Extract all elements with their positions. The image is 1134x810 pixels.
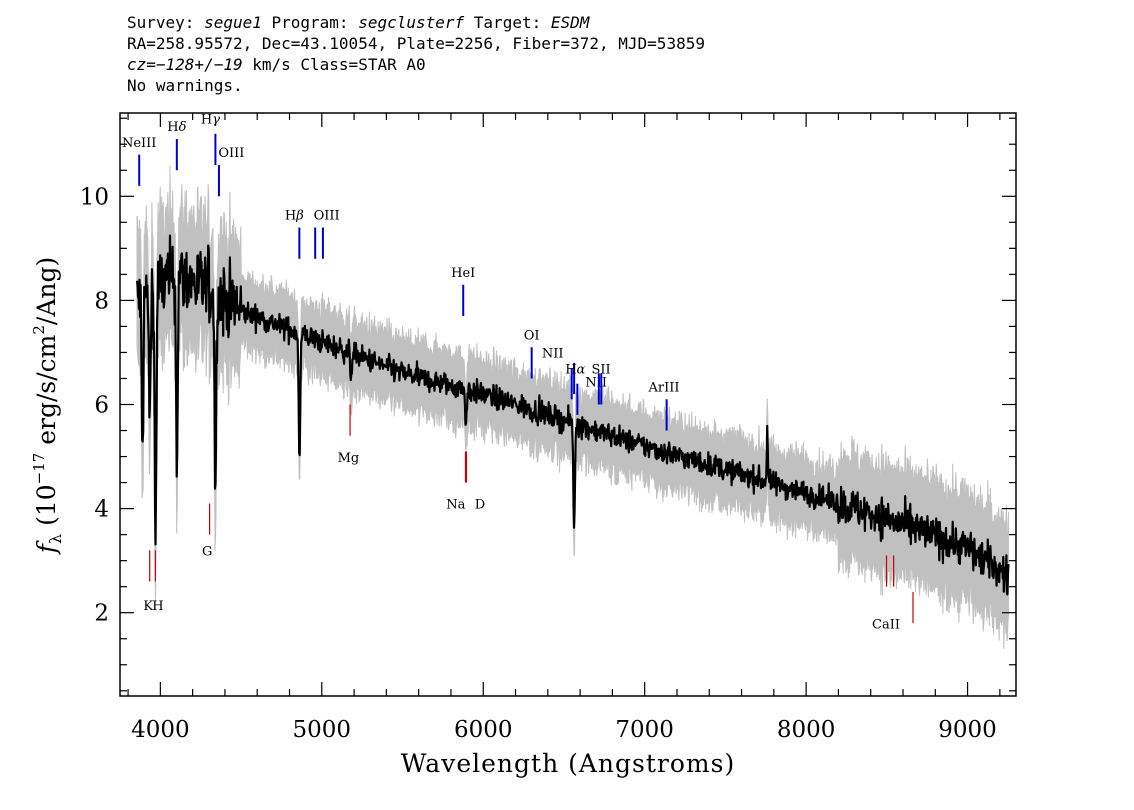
x-tick-label: 7000 [615,717,674,743]
x-tick-label: 8000 [777,717,836,743]
x-tick-label: 6000 [454,717,513,743]
survey-label: Survey: [127,13,205,32]
x-tick-label: 9000 [938,717,997,743]
absorption-line-label: H [152,599,163,614]
header-line-redshift: cz=−128+/−19 km/s Class=STAR A0 [127,54,705,75]
emission-line-label: SII [592,362,611,377]
emission-line-label: Hδ [167,120,186,135]
y-tick-label: 10 [80,184,109,210]
absorption-line-label: K [143,599,153,614]
emission-line-label: HeI [451,266,475,281]
x-axis-label: Wavelength (Angstroms) [401,749,735,778]
survey-value: segue1 [204,13,262,32]
emission-line-label: Hα [565,362,585,377]
absorption-line-label: CaII [872,617,900,632]
absorption-line-label: D [475,498,485,513]
emission-line-label: OI [524,328,540,343]
emission-line-label: Hγ [201,112,220,127]
y-tick-label: 6 [94,393,109,419]
y-tick-label: 4 [94,497,109,523]
emission-line-label: OIII [218,146,244,161]
absorption-line-label: G [202,544,212,559]
y-tick-label: 8 [94,288,109,314]
emission-line-label: OIII [314,209,340,224]
emission-line-label: ArIII [648,380,680,395]
program-value: segclusterf [358,13,465,32]
class-value: km/s Class=STAR A0 [242,55,426,74]
x-axis-ticks: 4000 5000 6000 7000 8000 9000 [127,113,1001,743]
program-label: Program: [261,13,359,32]
x-tick-label: 4000 [131,717,190,743]
y-tick-label: 2 [94,601,109,627]
error-band-series [136,165,1009,650]
header-line-warnings: No warnings. [127,76,243,95]
error-band [136,165,1009,650]
y-axis-label: fλ (10−17 erg/s/cm2/Ang) [30,257,65,556]
absorption-line-label: Mg [338,451,360,466]
x-tick-label: 5000 [293,717,352,743]
target-label: Target: [464,13,551,32]
absorption-line-label: Na [446,498,465,513]
y-axis-ticks: 2 4 6 8 10 [80,117,1016,692]
target-value: ESDM [550,13,590,32]
emission-line-label: Hβ [285,209,304,224]
flux-line [135,234,1010,596]
emission-line-label: NII [542,347,564,362]
spectrum-header: Survey: segue1 Program: segclusterf Targ… [127,12,705,96]
cz-value: cz=−128+/−19 [127,55,243,74]
emission-line-label: NII [585,375,607,390]
emission-line-label: NeIII [122,136,156,151]
header-line-coordinates: RA=258.95572, Dec=43.10054, Plate=2256, … [127,34,705,53]
header-line-survey: Survey: segue1 Program: segclusterf Targ… [127,12,705,33]
flux-series [135,234,1010,596]
